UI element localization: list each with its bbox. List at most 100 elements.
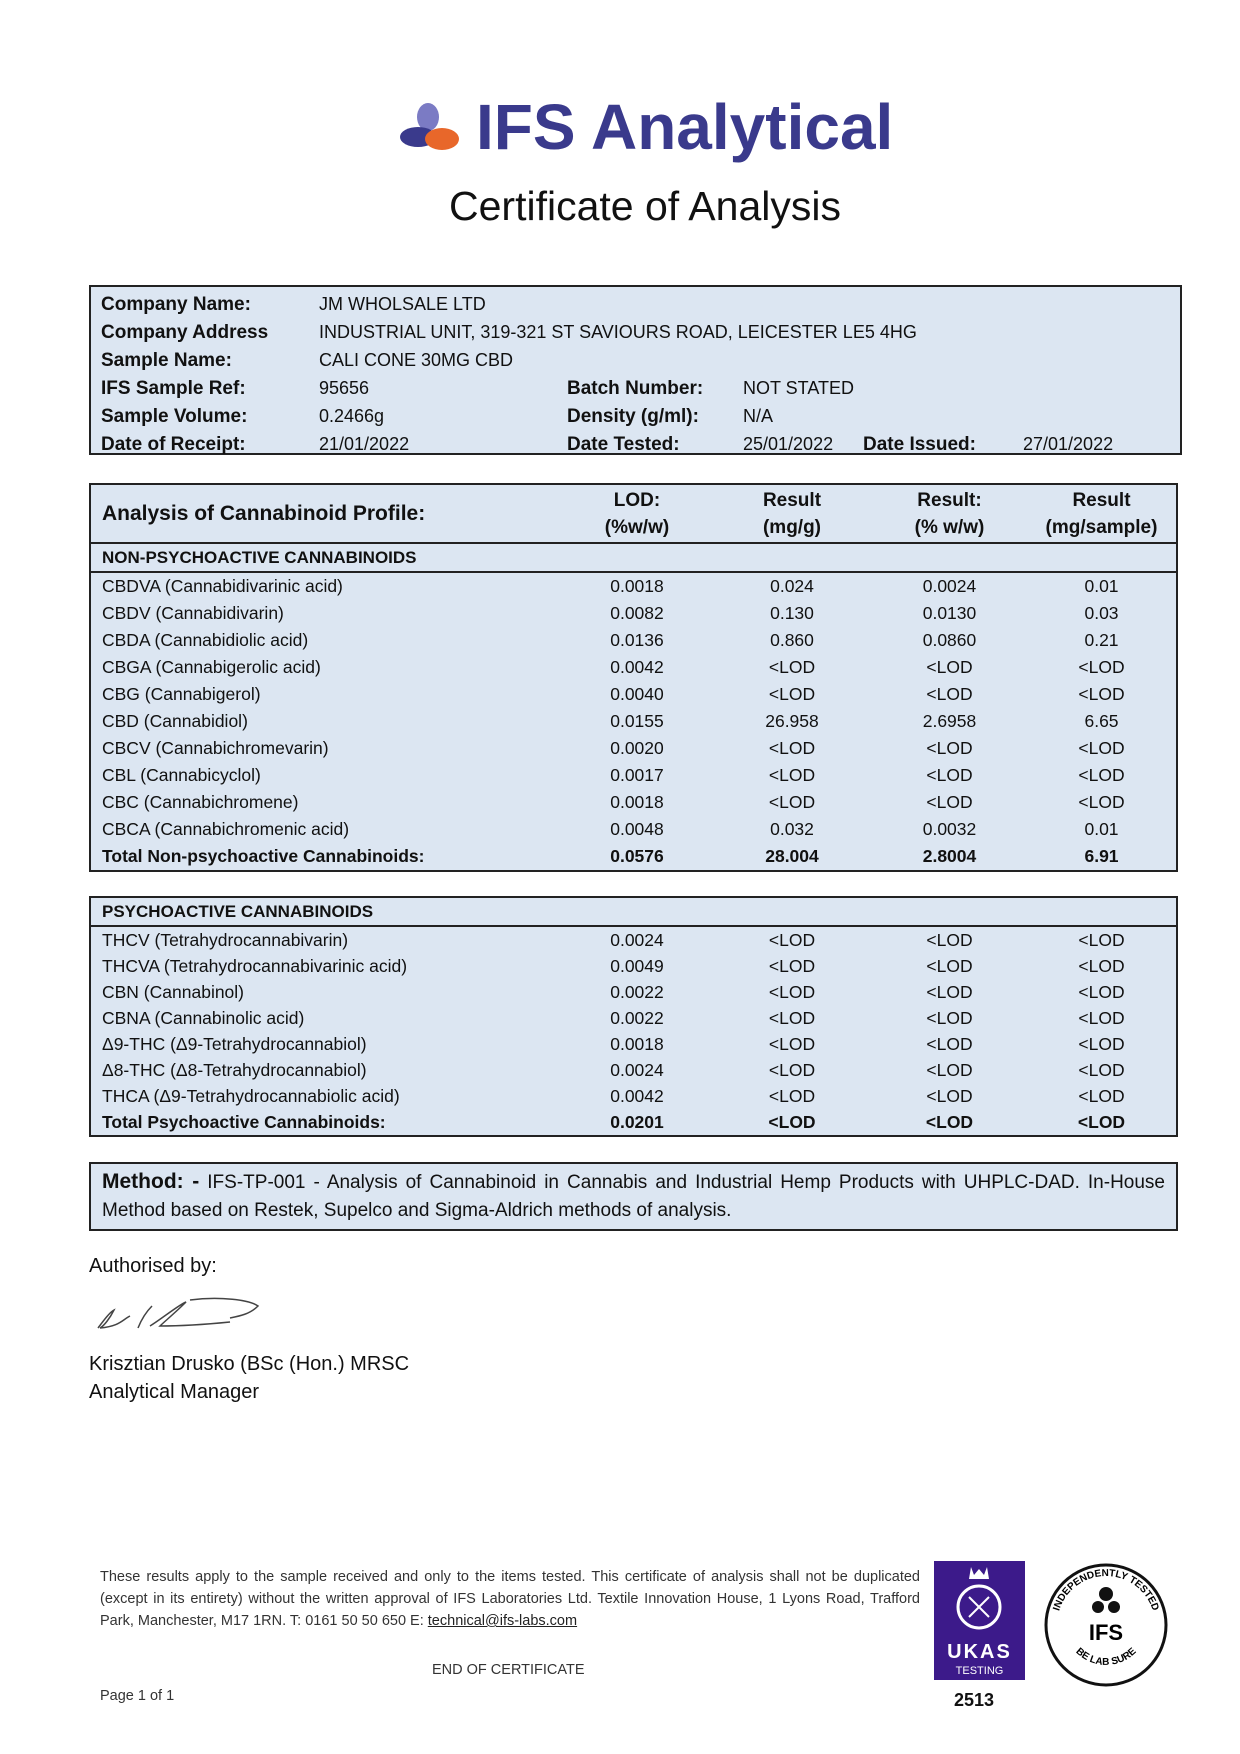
lod-value: 0.0042 bbox=[610, 657, 664, 677]
result-mg-sample: 0.01 bbox=[1084, 576, 1119, 596]
lod-value: 0.0024 bbox=[610, 1059, 664, 1080]
authorised-by-label: Authorised by: bbox=[89, 1255, 217, 1277]
method-label: Method: - bbox=[102, 1170, 200, 1193]
sample-ref: 95656 bbox=[319, 378, 370, 398]
lod-value: 0.0201 bbox=[610, 1111, 664, 1132]
sample-name-label: Sample Name: bbox=[101, 350, 232, 371]
result-mg-g: <LOD bbox=[768, 981, 816, 1002]
result-mg-sample: 0.21 bbox=[1084, 630, 1119, 650]
lod-value: 0.0018 bbox=[610, 1033, 664, 1054]
compound-name: Total Non-psychoactive Cannabinoids: bbox=[102, 846, 425, 866]
total-row: Total Psychoactive Cannabinoids: 0.0201 <L… bbox=[91, 1109, 1176, 1135]
signature-image bbox=[97, 1297, 260, 1329]
result-mg-g: <LOD bbox=[768, 792, 816, 812]
result-mg-sample: 0.03 bbox=[1084, 603, 1119, 623]
sample-ref-label: IFS Sample Ref: bbox=[101, 378, 246, 399]
compound-name: CBDVA (Cannabidivarinic acid) bbox=[102, 576, 343, 596]
table-row: THCV (Tetrahydrocannabivarin) 0.0024 <LOD <… bbox=[91, 927, 1176, 953]
compound-name: CBD (Cannabidiol) bbox=[102, 711, 248, 731]
lod-value: 0.0049 bbox=[610, 955, 664, 976]
compound-name: Total Psychoactive Cannabinoids: bbox=[102, 1111, 386, 1132]
lod-value: 0.0042 bbox=[610, 1085, 664, 1106]
email-link[interactable]: technical@ifs-labs.com bbox=[427, 1613, 578, 1629]
result-pct-ww: <LOD bbox=[926, 1085, 973, 1106]
lod-value: 0.0136 bbox=[610, 630, 664, 650]
result-mg-sample: <LOD bbox=[1078, 1059, 1125, 1080]
method-box: Method: - IFS-TP-001 - Analysis of Canna… bbox=[89, 1162, 1178, 1231]
result-mg-g: <LOD bbox=[768, 955, 816, 976]
page-number: Page 1 of 1 bbox=[100, 1688, 175, 1704]
ifs-seal: INDEPENDENTLY TESTED IFS BE LAB SURE bbox=[1044, 1563, 1168, 1687]
company-address: INDUSTRIAL UNIT, 319-321 ST SAVIOURS ROA… bbox=[319, 322, 917, 342]
table-row: CBD (Cannabidiol) 0.0155 26.958 2.6958 6.65 bbox=[91, 708, 1176, 735]
result-mg-sample: <LOD bbox=[1078, 684, 1125, 704]
result-pct-ww: <LOD bbox=[926, 765, 973, 785]
result-pct-ww: 0.0024 bbox=[922, 576, 977, 596]
company-name-label: Company Name: bbox=[101, 294, 251, 315]
company-address-label: Company Address bbox=[101, 322, 269, 343]
lod-value: 0.0020 bbox=[610, 738, 664, 758]
result-mg-g: 0.024 bbox=[770, 576, 814, 596]
seal-center-text: IFS bbox=[1089, 1620, 1123, 1645]
lod-value: 0.0040 bbox=[610, 684, 664, 704]
col-lod: LOD: (%w/w) bbox=[604, 489, 670, 538]
table-row: THCA (Δ9-Tetrahydrocannabiolic acid) 0.00… bbox=[91, 1083, 1176, 1109]
compound-name: CBC (Cannabichromene) bbox=[102, 792, 299, 812]
sample-name: CALI CONE 30MG CBD bbox=[319, 350, 514, 370]
company-name: JM WHOLSALE LTD bbox=[319, 294, 486, 314]
result-mg-g: 0.130 bbox=[770, 603, 814, 623]
result-pct-ww: <LOD bbox=[926, 684, 973, 704]
total-row: Total Non-psychoactive Cannabinoids: 0.05… bbox=[91, 843, 1176, 870]
compound-name: Δ8-THC (Δ8-Tetrahydrocannabiol) bbox=[102, 1059, 367, 1080]
result-pct-ww: <LOD bbox=[926, 929, 973, 950]
ifs-logo-icon bbox=[400, 103, 459, 150]
result-mg-sample: 6.65 bbox=[1084, 711, 1119, 731]
table-row: CBL (Cannabicyclol) 0.0017 <LOD <LOD <LOD bbox=[91, 762, 1176, 789]
signatory-name: Krisztian Drusko (BSc (Hon.) MRSC bbox=[89, 1353, 410, 1375]
result-pct-ww: 0.0032 bbox=[922, 819, 977, 839]
ukas-sub: TESTING bbox=[955, 1665, 1004, 1677]
result-pct-ww: <LOD bbox=[926, 1007, 973, 1028]
compound-name: CBCA (Cannabichromenic acid) bbox=[102, 819, 350, 839]
table-row: CBDA (Cannabidiolic acid) 0.0136 0.860 0.08… bbox=[91, 627, 1176, 654]
result-mg-g: 28.004 bbox=[765, 846, 819, 866]
section-heading: PSYCHOACTIVE CANNABINOIDS bbox=[91, 898, 1176, 927]
col-pct-ww: Result: (% w/w) bbox=[914, 489, 985, 538]
result-pct-ww: 2.6958 bbox=[922, 711, 977, 731]
compound-name: Δ9-THC (Δ9-Tetrahydrocannabiol) bbox=[102, 1033, 367, 1054]
table-row: Δ8-THC (Δ8-Tetrahydrocannabiol) 0.0024 <LO… bbox=[91, 1057, 1176, 1083]
result-mg-g: 0.032 bbox=[770, 819, 814, 839]
result-mg-sample: 6.91 bbox=[1084, 846, 1119, 866]
lod-value: 0.0155 bbox=[610, 711, 664, 731]
table-row: CBGA (Cannabigerolic acid) 0.0042 <LOD <LOD… bbox=[91, 654, 1176, 681]
density: N/A bbox=[743, 406, 774, 426]
table-row: CBN (Cannabinol) 0.0022 <LOD <LOD <LOD bbox=[91, 979, 1176, 1005]
ukas-text: UKAS bbox=[947, 1641, 1012, 1663]
result-mg-sample: <LOD bbox=[1078, 738, 1125, 758]
result-mg-g: <LOD bbox=[768, 929, 816, 950]
compound-name: THCV (Tetrahydrocannabivarin) bbox=[102, 929, 349, 950]
result-mg-g: 0.860 bbox=[770, 630, 814, 650]
density-label: Density (g/ml): bbox=[567, 406, 699, 427]
col-mg-g: Result (mg/g) bbox=[762, 489, 822, 538]
lod-value: 0.0048 bbox=[610, 819, 664, 839]
lod-value: 0.0576 bbox=[610, 846, 664, 866]
compound-name: CBN (Cannabinol) bbox=[102, 981, 245, 1002]
compound-name: CBGA (Cannabigerolic acid) bbox=[102, 657, 321, 677]
result-mg-sample: <LOD bbox=[1078, 1033, 1125, 1054]
result-pct-ww: <LOD bbox=[926, 738, 973, 758]
non-psychoactive-table: Analysis of Cannabinoid Profile: LOD: (%w… bbox=[89, 483, 1178, 872]
result-mg-sample: <LOD bbox=[1077, 1111, 1126, 1132]
result-mg-sample: <LOD bbox=[1078, 981, 1125, 1002]
result-mg-g: <LOD bbox=[768, 1033, 816, 1054]
volume-label: Sample Volume: bbox=[101, 406, 248, 427]
result-mg-sample: <LOD bbox=[1078, 1085, 1125, 1106]
result-mg-sample: <LOD bbox=[1078, 765, 1125, 785]
compound-name: CBG (Cannabigerol) bbox=[102, 684, 261, 704]
result-pct-ww: 2.8004 bbox=[922, 846, 977, 866]
result-mg-g: <LOD bbox=[768, 684, 816, 704]
table-row: CBG (Cannabigerol) 0.0040 <LOD <LOD <LOD bbox=[91, 681, 1176, 708]
table-row: THCVA (Tetrahydrocannabivarinic acid) 0.0… bbox=[91, 953, 1176, 979]
result-mg-g: <LOD bbox=[768, 1007, 816, 1028]
